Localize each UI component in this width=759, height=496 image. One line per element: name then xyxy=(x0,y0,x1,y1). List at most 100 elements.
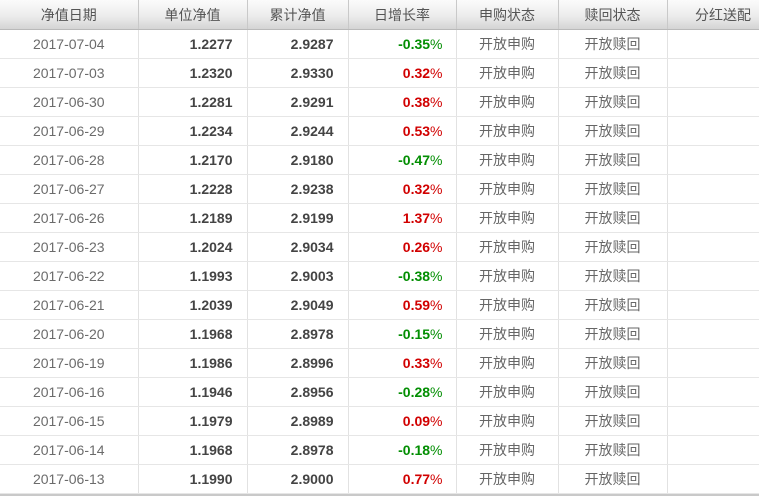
cell-nav-date: 2017-06-22 xyxy=(0,261,139,291)
cell-nav-date: 2017-06-16 xyxy=(0,377,139,407)
cell-daily-growth: 1.37% xyxy=(348,203,457,233)
growth-value: 0.59 xyxy=(402,297,431,313)
cell-purchase-status: 开放申购 xyxy=(456,87,559,117)
cell-dividend xyxy=(667,116,759,146)
growth-value: 0.26 xyxy=(402,239,431,255)
growth-value: 0.53 xyxy=(402,123,431,139)
cell-nav-date: 2017-06-13 xyxy=(0,464,139,494)
cell-redeem-status: 开放赎回 xyxy=(558,377,668,407)
cell-daily-growth: 0.59% xyxy=(348,290,457,320)
cell-purchase-status: 开放申购 xyxy=(456,58,559,88)
cell-accumulated-nav: 2.8956 xyxy=(247,377,349,407)
cell-redeem-status: 开放赎回 xyxy=(558,435,668,465)
cell-nav-date: 2017-06-29 xyxy=(0,116,139,146)
cell-redeem-status: 开放赎回 xyxy=(558,116,668,146)
cell-redeem-status: 开放赎回 xyxy=(558,232,668,262)
growth-value: 1.37 xyxy=(402,210,431,226)
cell-accumulated-nav: 2.9180 xyxy=(247,145,349,175)
cell-dividend xyxy=(667,87,759,117)
percent-sign: % xyxy=(430,65,443,81)
cell-dividend xyxy=(667,232,759,262)
cell-accumulated-nav: 2.9291 xyxy=(247,87,349,117)
cell-dividend xyxy=(667,174,759,204)
table-row: 2017-06-21 1.2039 2.9049 0.59% 开放申购 开放赎回 xyxy=(0,290,759,320)
cell-daily-growth: 0.38% xyxy=(348,87,457,117)
cell-purchase-status: 开放申购 xyxy=(456,377,559,407)
growth-value: -0.18 xyxy=(398,442,431,458)
cell-unit-nav: 1.2024 xyxy=(138,232,248,262)
cell-accumulated-nav: 2.8978 xyxy=(247,435,349,465)
cell-nav-date: 2017-06-14 xyxy=(0,435,139,465)
growth-value: 0.32 xyxy=(402,181,431,197)
cell-unit-nav: 1.1968 xyxy=(138,435,248,465)
percent-sign: % xyxy=(430,355,443,371)
cell-accumulated-nav: 2.9049 xyxy=(247,290,349,320)
table-row: 2017-06-13 1.1990 2.9000 0.77% 开放申购 开放赎回 xyxy=(0,464,759,494)
cell-redeem-status: 开放赎回 xyxy=(558,58,668,88)
percent-sign: % xyxy=(430,442,443,458)
column-header-purchase-status: 申购状态 xyxy=(456,0,559,30)
growth-value: 0.77 xyxy=(402,471,431,487)
percent-sign: % xyxy=(430,239,443,255)
cell-accumulated-nav: 2.8978 xyxy=(247,319,349,349)
cell-purchase-status: 开放申购 xyxy=(456,406,559,436)
percent-sign: % xyxy=(430,268,443,284)
cell-daily-growth: -0.18% xyxy=(348,435,457,465)
table-header-row: 净值日期 单位净值 累计净值 日增长率 申购状态 赎回状态 分红送配 xyxy=(0,0,759,30)
cell-nav-date: 2017-06-21 xyxy=(0,290,139,320)
cell-daily-growth: -0.47% xyxy=(348,145,457,175)
cell-accumulated-nav: 2.9244 xyxy=(247,116,349,146)
percent-sign: % xyxy=(430,94,443,110)
cell-accumulated-nav: 2.8989 xyxy=(247,406,349,436)
cell-purchase-status: 开放申购 xyxy=(456,435,559,465)
cell-dividend xyxy=(667,319,759,349)
cell-accumulated-nav: 2.8996 xyxy=(247,348,349,378)
growth-value: 0.32 xyxy=(402,65,431,81)
cell-unit-nav: 1.1990 xyxy=(138,464,248,494)
percent-sign: % xyxy=(430,152,443,168)
percent-sign: % xyxy=(430,413,443,429)
growth-value: 0.33 xyxy=(402,355,431,371)
column-header-unit-nav: 单位净值 xyxy=(138,0,248,30)
column-header-redeem-status: 赎回状态 xyxy=(558,0,668,30)
column-header-daily-growth: 日增长率 xyxy=(348,0,457,30)
cell-accumulated-nav: 2.9287 xyxy=(247,29,349,59)
percent-sign: % xyxy=(430,181,443,197)
percent-sign: % xyxy=(430,384,443,400)
cell-nav-date: 2017-06-30 xyxy=(0,87,139,117)
cell-unit-nav: 1.2277 xyxy=(138,29,248,59)
cell-redeem-status: 开放赎回 xyxy=(558,174,668,204)
table-row: 2017-07-04 1.2277 2.9287 -0.35% 开放申购 开放赎… xyxy=(0,29,759,59)
cell-purchase-status: 开放申购 xyxy=(456,290,559,320)
cell-dividend xyxy=(667,464,759,494)
cell-unit-nav: 1.1986 xyxy=(138,348,248,378)
cell-unit-nav: 1.1946 xyxy=(138,377,248,407)
cell-unit-nav: 1.2228 xyxy=(138,174,248,204)
cell-daily-growth: 0.53% xyxy=(348,116,457,146)
growth-value: -0.47 xyxy=(398,152,431,168)
growth-value: -0.38 xyxy=(398,268,431,284)
cell-nav-date: 2017-07-03 xyxy=(0,58,139,88)
cell-daily-growth: -0.28% xyxy=(348,377,457,407)
cell-unit-nav: 1.1968 xyxy=(138,319,248,349)
cell-dividend xyxy=(667,377,759,407)
growth-value: 0.09 xyxy=(402,413,431,429)
cell-accumulated-nav: 2.9034 xyxy=(247,232,349,262)
cell-dividend xyxy=(667,58,759,88)
cell-nav-date: 2017-06-20 xyxy=(0,319,139,349)
cell-unit-nav: 1.1979 xyxy=(138,406,248,436)
cell-unit-nav: 1.2189 xyxy=(138,203,248,233)
cell-nav-date: 2017-06-15 xyxy=(0,406,139,436)
cell-daily-growth: 0.33% xyxy=(348,348,457,378)
cell-dividend xyxy=(667,435,759,465)
table-row: 2017-07-03 1.2320 2.9330 0.32% 开放申购 开放赎回 xyxy=(0,58,759,88)
cell-unit-nav: 1.2281 xyxy=(138,87,248,117)
cell-purchase-status: 开放申购 xyxy=(456,319,559,349)
cell-redeem-status: 开放赎回 xyxy=(558,261,668,291)
percent-sign: % xyxy=(430,210,443,226)
table-row: 2017-06-26 1.2189 2.9199 1.37% 开放申购 开放赎回 xyxy=(0,203,759,233)
cell-accumulated-nav: 2.9003 xyxy=(247,261,349,291)
cell-purchase-status: 开放申购 xyxy=(456,464,559,494)
cell-nav-date: 2017-06-23 xyxy=(0,232,139,262)
